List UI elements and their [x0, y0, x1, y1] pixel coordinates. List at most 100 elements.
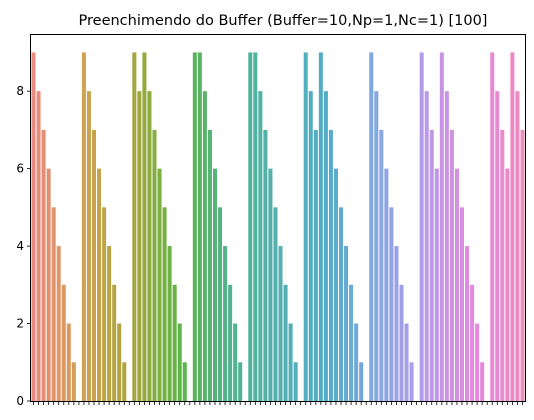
bar: [349, 284, 354, 401]
bar: [207, 129, 212, 401]
y-tick-label: 6: [16, 162, 24, 176]
plot-frame: [30, 34, 526, 402]
bar: [132, 52, 137, 402]
bar: [172, 284, 177, 401]
bar: [212, 168, 217, 401]
bar: [102, 207, 107, 401]
bar: [500, 129, 505, 401]
bar: [344, 246, 349, 401]
bar: [389, 207, 394, 401]
bar: [97, 168, 102, 401]
bar: [31, 52, 36, 402]
bar: [157, 168, 162, 401]
bar: [288, 323, 293, 401]
bar: [137, 91, 142, 401]
bar: [218, 207, 223, 401]
bar: [253, 52, 258, 402]
bar: [238, 362, 243, 401]
bar: [182, 362, 187, 401]
bar: [192, 52, 197, 402]
y-tick-label: 2: [16, 317, 24, 331]
bar: [86, 91, 91, 401]
bar: [278, 246, 283, 401]
bar: [268, 168, 273, 401]
bar: [223, 246, 228, 401]
bar: [41, 129, 46, 401]
bar: [142, 52, 147, 402]
bar: [66, 323, 71, 401]
bar: [91, 129, 97, 401]
bar: [107, 246, 112, 401]
bar: [71, 362, 76, 401]
bars-group: [31, 52, 525, 402]
bar: [303, 52, 308, 402]
bar: [354, 323, 359, 401]
bar: [374, 91, 379, 401]
bar: [520, 129, 525, 401]
bar: [112, 284, 117, 401]
bar: [56, 246, 61, 401]
bar: [359, 362, 364, 401]
bar: [465, 246, 470, 401]
bar: [338, 207, 344, 401]
bar: [46, 168, 51, 401]
bar: [122, 362, 127, 401]
bar: [505, 168, 510, 401]
bar: [424, 91, 429, 401]
bar: [394, 246, 399, 401]
bar: [369, 52, 374, 402]
bar: [61, 284, 66, 401]
y-tick-label: 4: [16, 239, 24, 253]
bar: [152, 129, 157, 401]
bar: [510, 52, 515, 402]
y-tick-label: 8: [16, 84, 24, 98]
bar: [515, 91, 520, 401]
bar: [318, 52, 323, 402]
bar: [293, 362, 298, 401]
bar: [81, 52, 86, 402]
bar: [162, 207, 167, 401]
bar: [283, 284, 288, 401]
bar: [409, 362, 414, 401]
bar: [333, 168, 338, 401]
bar: [313, 129, 318, 401]
bar: [197, 52, 202, 402]
bar: [117, 323, 122, 401]
bar: [429, 129, 434, 401]
y-tick-label: 0: [16, 394, 24, 408]
bar: [434, 168, 439, 401]
bar: [233, 323, 238, 401]
bar: [328, 129, 333, 401]
bar: [480, 362, 485, 401]
bar: [454, 168, 459, 401]
bar: [444, 91, 449, 401]
bar: [419, 52, 424, 402]
bar: [36, 91, 41, 401]
bar: [449, 129, 454, 401]
bar: [51, 207, 56, 401]
bar: [490, 52, 495, 402]
bar: [258, 91, 263, 401]
bar: [263, 129, 268, 401]
bar: [399, 284, 404, 401]
bar: [248, 52, 253, 402]
y-axis-ticks: 0 2 4 6 8: [16, 84, 31, 408]
bar: [475, 323, 480, 401]
bar: [470, 284, 475, 401]
bar: [459, 207, 464, 401]
bar: [495, 91, 500, 401]
bar: [147, 91, 152, 401]
chart-title: Preenchimendo do Buffer (Buffer=10,Np=1,…: [79, 13, 488, 29]
bar: [177, 323, 182, 401]
bar: [384, 168, 389, 401]
bar: [202, 91, 207, 401]
bar: [308, 91, 313, 401]
bar: [167, 246, 172, 401]
bar: [404, 323, 409, 401]
bar: [379, 129, 384, 401]
bar: [228, 284, 233, 401]
bar: [273, 207, 278, 401]
bar: [323, 91, 328, 401]
bar: [439, 52, 444, 402]
